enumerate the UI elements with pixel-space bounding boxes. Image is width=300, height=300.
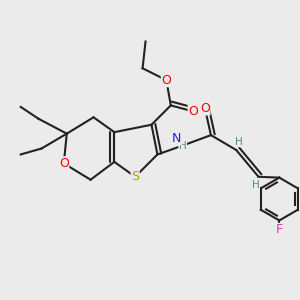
Text: H: H xyxy=(179,140,187,151)
Text: F: F xyxy=(276,224,283,236)
Text: H: H xyxy=(235,137,243,147)
Text: O: O xyxy=(188,105,198,118)
Text: O: O xyxy=(161,74,171,87)
Text: N: N xyxy=(172,132,182,145)
Text: S: S xyxy=(131,170,139,183)
Text: O: O xyxy=(200,102,210,115)
Text: O: O xyxy=(59,157,69,170)
Text: H: H xyxy=(252,180,260,190)
